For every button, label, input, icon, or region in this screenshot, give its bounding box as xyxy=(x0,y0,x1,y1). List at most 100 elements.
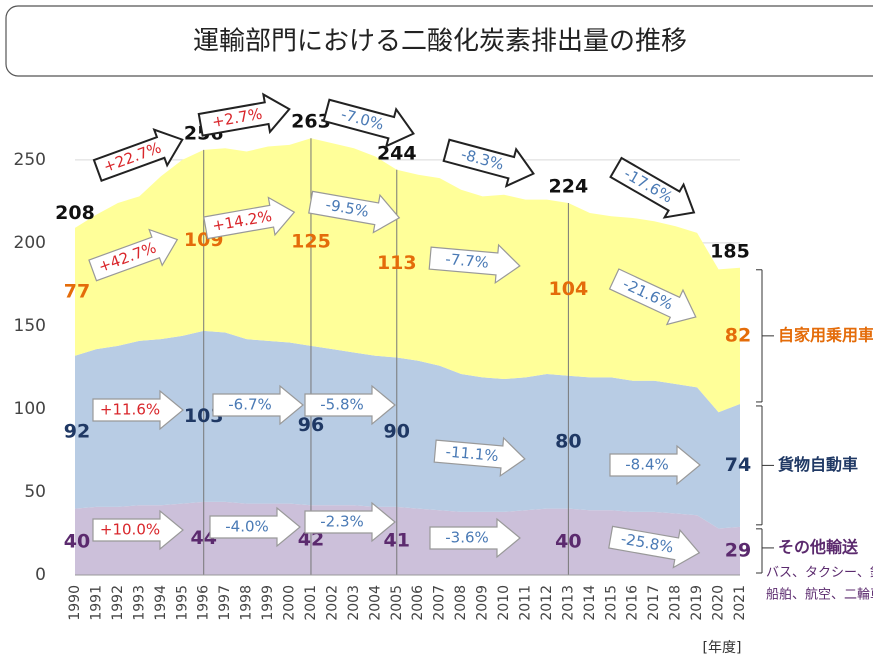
x-tick-label: 1993 xyxy=(131,585,147,621)
data-label: 104 xyxy=(549,278,589,300)
data-label: 40 xyxy=(64,530,90,552)
arrow-shape xyxy=(429,517,521,559)
arrow-shape xyxy=(609,444,701,486)
title-box xyxy=(5,5,873,77)
arrow-shape xyxy=(428,243,521,285)
data-label: 41 xyxy=(384,529,410,551)
annotation-text: +11.6% xyxy=(100,401,160,419)
y-tick-label: 50 xyxy=(24,482,46,502)
annotation-text: -8.4% xyxy=(625,456,669,474)
x-tick-label: 2002 xyxy=(324,585,340,621)
total-label: 263 xyxy=(291,111,331,133)
annotation-text: -2.3% xyxy=(320,513,364,531)
data-label: 82 xyxy=(725,324,751,346)
x-tick-label: 2014 xyxy=(582,585,598,621)
x-tick-label: 2006 xyxy=(410,585,426,621)
arrow-shape xyxy=(92,389,184,431)
data-label: 96 xyxy=(298,414,324,436)
arrow-shape xyxy=(322,98,415,148)
annotation-arrow: -8.3% xyxy=(442,138,535,188)
data-label: 42 xyxy=(298,529,324,551)
x-tick-label: 2017 xyxy=(646,585,662,621)
arrow-shape xyxy=(209,506,301,548)
total-label: 185 xyxy=(710,240,750,262)
data-label: 29 xyxy=(725,539,751,561)
arrow-shape xyxy=(304,384,396,426)
data-label: 125 xyxy=(291,231,331,253)
y-tick-label: 250 xyxy=(14,150,46,170)
total-label: 208 xyxy=(55,202,95,224)
arrow-shape xyxy=(92,509,184,551)
data-label: 40 xyxy=(555,530,581,552)
annotation-arrow: -9.5% xyxy=(308,190,401,234)
y-tick-label: 0 xyxy=(35,565,46,585)
x-tick-label: 2011 xyxy=(517,585,533,621)
arrow-shape xyxy=(197,92,291,137)
x-tick-label: 1997 xyxy=(217,585,233,621)
annotation-arrow: -2.3% xyxy=(304,501,396,543)
data-label: 74 xyxy=(725,454,751,476)
arrow-shape xyxy=(203,196,296,240)
annotation-text: -11.1% xyxy=(445,443,499,466)
legend-note: バス、タクシー、鉄道、 xyxy=(766,565,873,580)
annotation-text: +10.0% xyxy=(100,521,160,539)
x-tick-label: 2003 xyxy=(346,585,362,621)
area xyxy=(75,330,740,529)
data-label: 77 xyxy=(64,280,90,302)
x-tick-label: 1991 xyxy=(88,585,104,621)
y-tick-label: 150 xyxy=(14,316,46,336)
annotation-text: -7.7% xyxy=(445,250,490,272)
x-tick-label: 2021 xyxy=(732,585,748,621)
arrow-shape xyxy=(304,501,396,543)
x-tick-label: 2001 xyxy=(303,585,319,621)
x-tick-label: 2008 xyxy=(453,585,469,621)
legend-label: 自家用乗用車 xyxy=(778,325,873,344)
arrow-shape xyxy=(609,156,696,219)
x-tick-label: 2013 xyxy=(560,585,576,621)
x-tick-label: 2012 xyxy=(539,585,555,621)
annotation-text: -6.7% xyxy=(228,396,272,414)
x-tick-label: 2000 xyxy=(282,585,298,621)
x-tick-label: 2010 xyxy=(496,585,512,621)
legend-label: その他輸送 xyxy=(778,537,859,556)
x-tick-label: 2004 xyxy=(367,585,383,621)
arrow-shape xyxy=(88,228,179,282)
area xyxy=(75,138,740,413)
y-tick-label: 200 xyxy=(14,233,46,253)
x-tick-label: 1996 xyxy=(196,585,212,621)
annotation-arrow: -8.4% xyxy=(609,444,701,486)
chart-title: 運輸部門における二酸化炭素排出量の推移 xyxy=(193,27,687,57)
arrow-shape xyxy=(608,525,701,569)
arrow-shape xyxy=(608,268,697,326)
total-label: 224 xyxy=(549,176,589,198)
arrow-shape xyxy=(308,190,401,234)
x-tick-label: 1998 xyxy=(239,585,255,621)
annotation-text: -3.6% xyxy=(445,529,489,547)
x-tick-label: 2018 xyxy=(668,585,684,621)
x-tick-label: 1999 xyxy=(260,585,276,621)
x-tick-label: 1995 xyxy=(174,585,190,621)
arrow-shape xyxy=(433,436,526,478)
annotation-arrow: -3.6% xyxy=(429,517,521,559)
annotation-arrow: -11.1% xyxy=(433,436,526,478)
annotation-text: -5.8% xyxy=(320,396,364,414)
arrow-shape xyxy=(92,127,184,183)
legend-note: 船舶、航空、二輪車 xyxy=(766,586,873,602)
total-label: 244 xyxy=(377,142,417,164)
annotation-arrow: -4.0% xyxy=(209,506,301,548)
x-tick-label: 1994 xyxy=(153,585,169,621)
data-label: 90 xyxy=(384,421,410,443)
annotation-arrow: +10.0% xyxy=(92,509,184,551)
x-tick-label: 2015 xyxy=(603,585,619,621)
data-label: 92 xyxy=(64,421,90,443)
x-tick-label: 1992 xyxy=(110,585,126,621)
data-label: 80 xyxy=(555,431,581,453)
x-tick-label: 1990 xyxy=(67,585,83,621)
annotation-arrow: -6.7% xyxy=(212,384,304,426)
x-tick-label: 2005 xyxy=(389,585,405,621)
arrow-shape xyxy=(442,138,535,188)
y-tick-label: 100 xyxy=(14,399,46,419)
x-tick-label: 2007 xyxy=(432,585,448,621)
data-label: 113 xyxy=(377,252,417,274)
